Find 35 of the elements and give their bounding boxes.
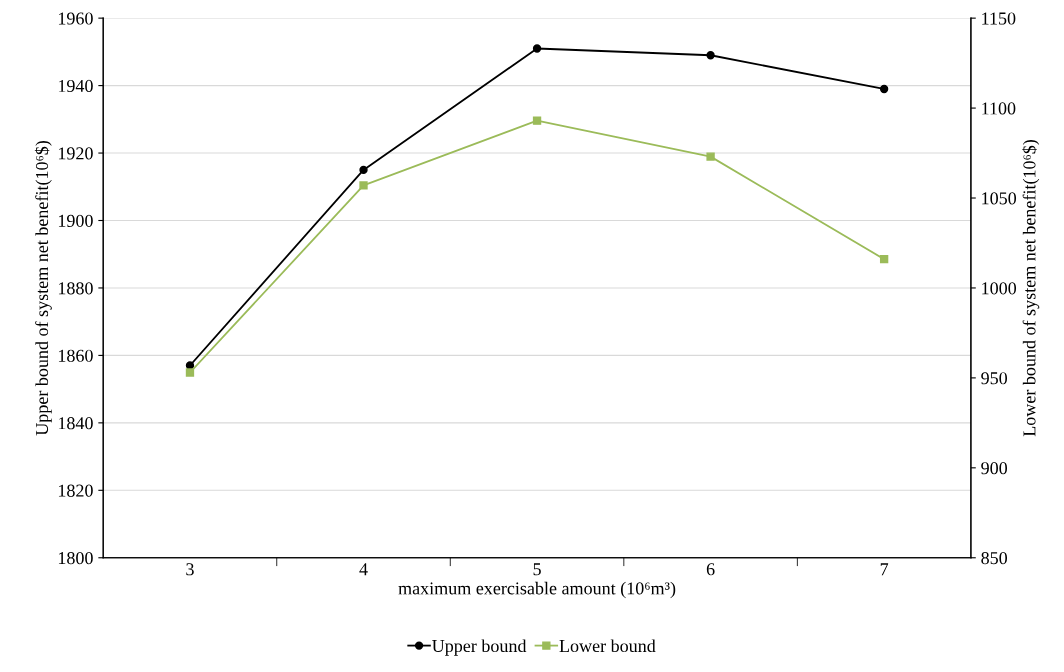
y-tick-label: 1920	[58, 147, 93, 160]
point	[359, 181, 368, 190]
point	[706, 51, 715, 60]
point	[532, 44, 542, 53]
legend-label: Lower bound	[559, 639, 656, 653]
legend-label: Upper bound	[432, 639, 527, 656]
y2-tick-label: 1050	[982, 192, 1017, 205]
y2-tick-label: 1150	[982, 12, 1016, 25]
point	[359, 165, 368, 175]
y-tick-label: 1860	[58, 349, 93, 362]
point	[879, 84, 889, 94]
y2-tick-label: 1000	[982, 282, 1017, 295]
x-tick-label: 7	[880, 563, 889, 576]
y-tick-label: 1840	[58, 417, 93, 430]
y2-axis-title: Lower bound of system net benefit(10⁶$)	[1022, 139, 1040, 437]
y-axis-title: Upper bound of system net benefit(10⁶$)	[34, 140, 52, 436]
y-tick-label: 1820	[58, 484, 93, 497]
y2-tick-label: 900	[981, 462, 1008, 475]
y2-tick-label: 850	[981, 552, 1008, 565]
x-tick-label: 4	[359, 563, 368, 576]
point	[879, 255, 889, 264]
y2-tick-label: 950	[981, 372, 1008, 385]
y-tick-label: 1900	[58, 214, 93, 227]
point	[532, 116, 542, 125]
point	[185, 368, 195, 377]
y-tick-label: 1940	[58, 79, 93, 93]
y-tick-label: 1960	[58, 12, 93, 25]
y-tick-label: 1800	[58, 552, 93, 565]
y-tick-label: 1880	[58, 282, 93, 295]
y2-tick-label: 1100	[982, 102, 1016, 115]
x-tick-label: 6	[706, 563, 715, 576]
point	[706, 152, 715, 161]
x-axis-title: maximum exercisable amount (10⁶m³)	[398, 581, 676, 599]
x-tick-label: 5	[533, 563, 541, 576]
x-tick-label: 3	[186, 563, 194, 576]
